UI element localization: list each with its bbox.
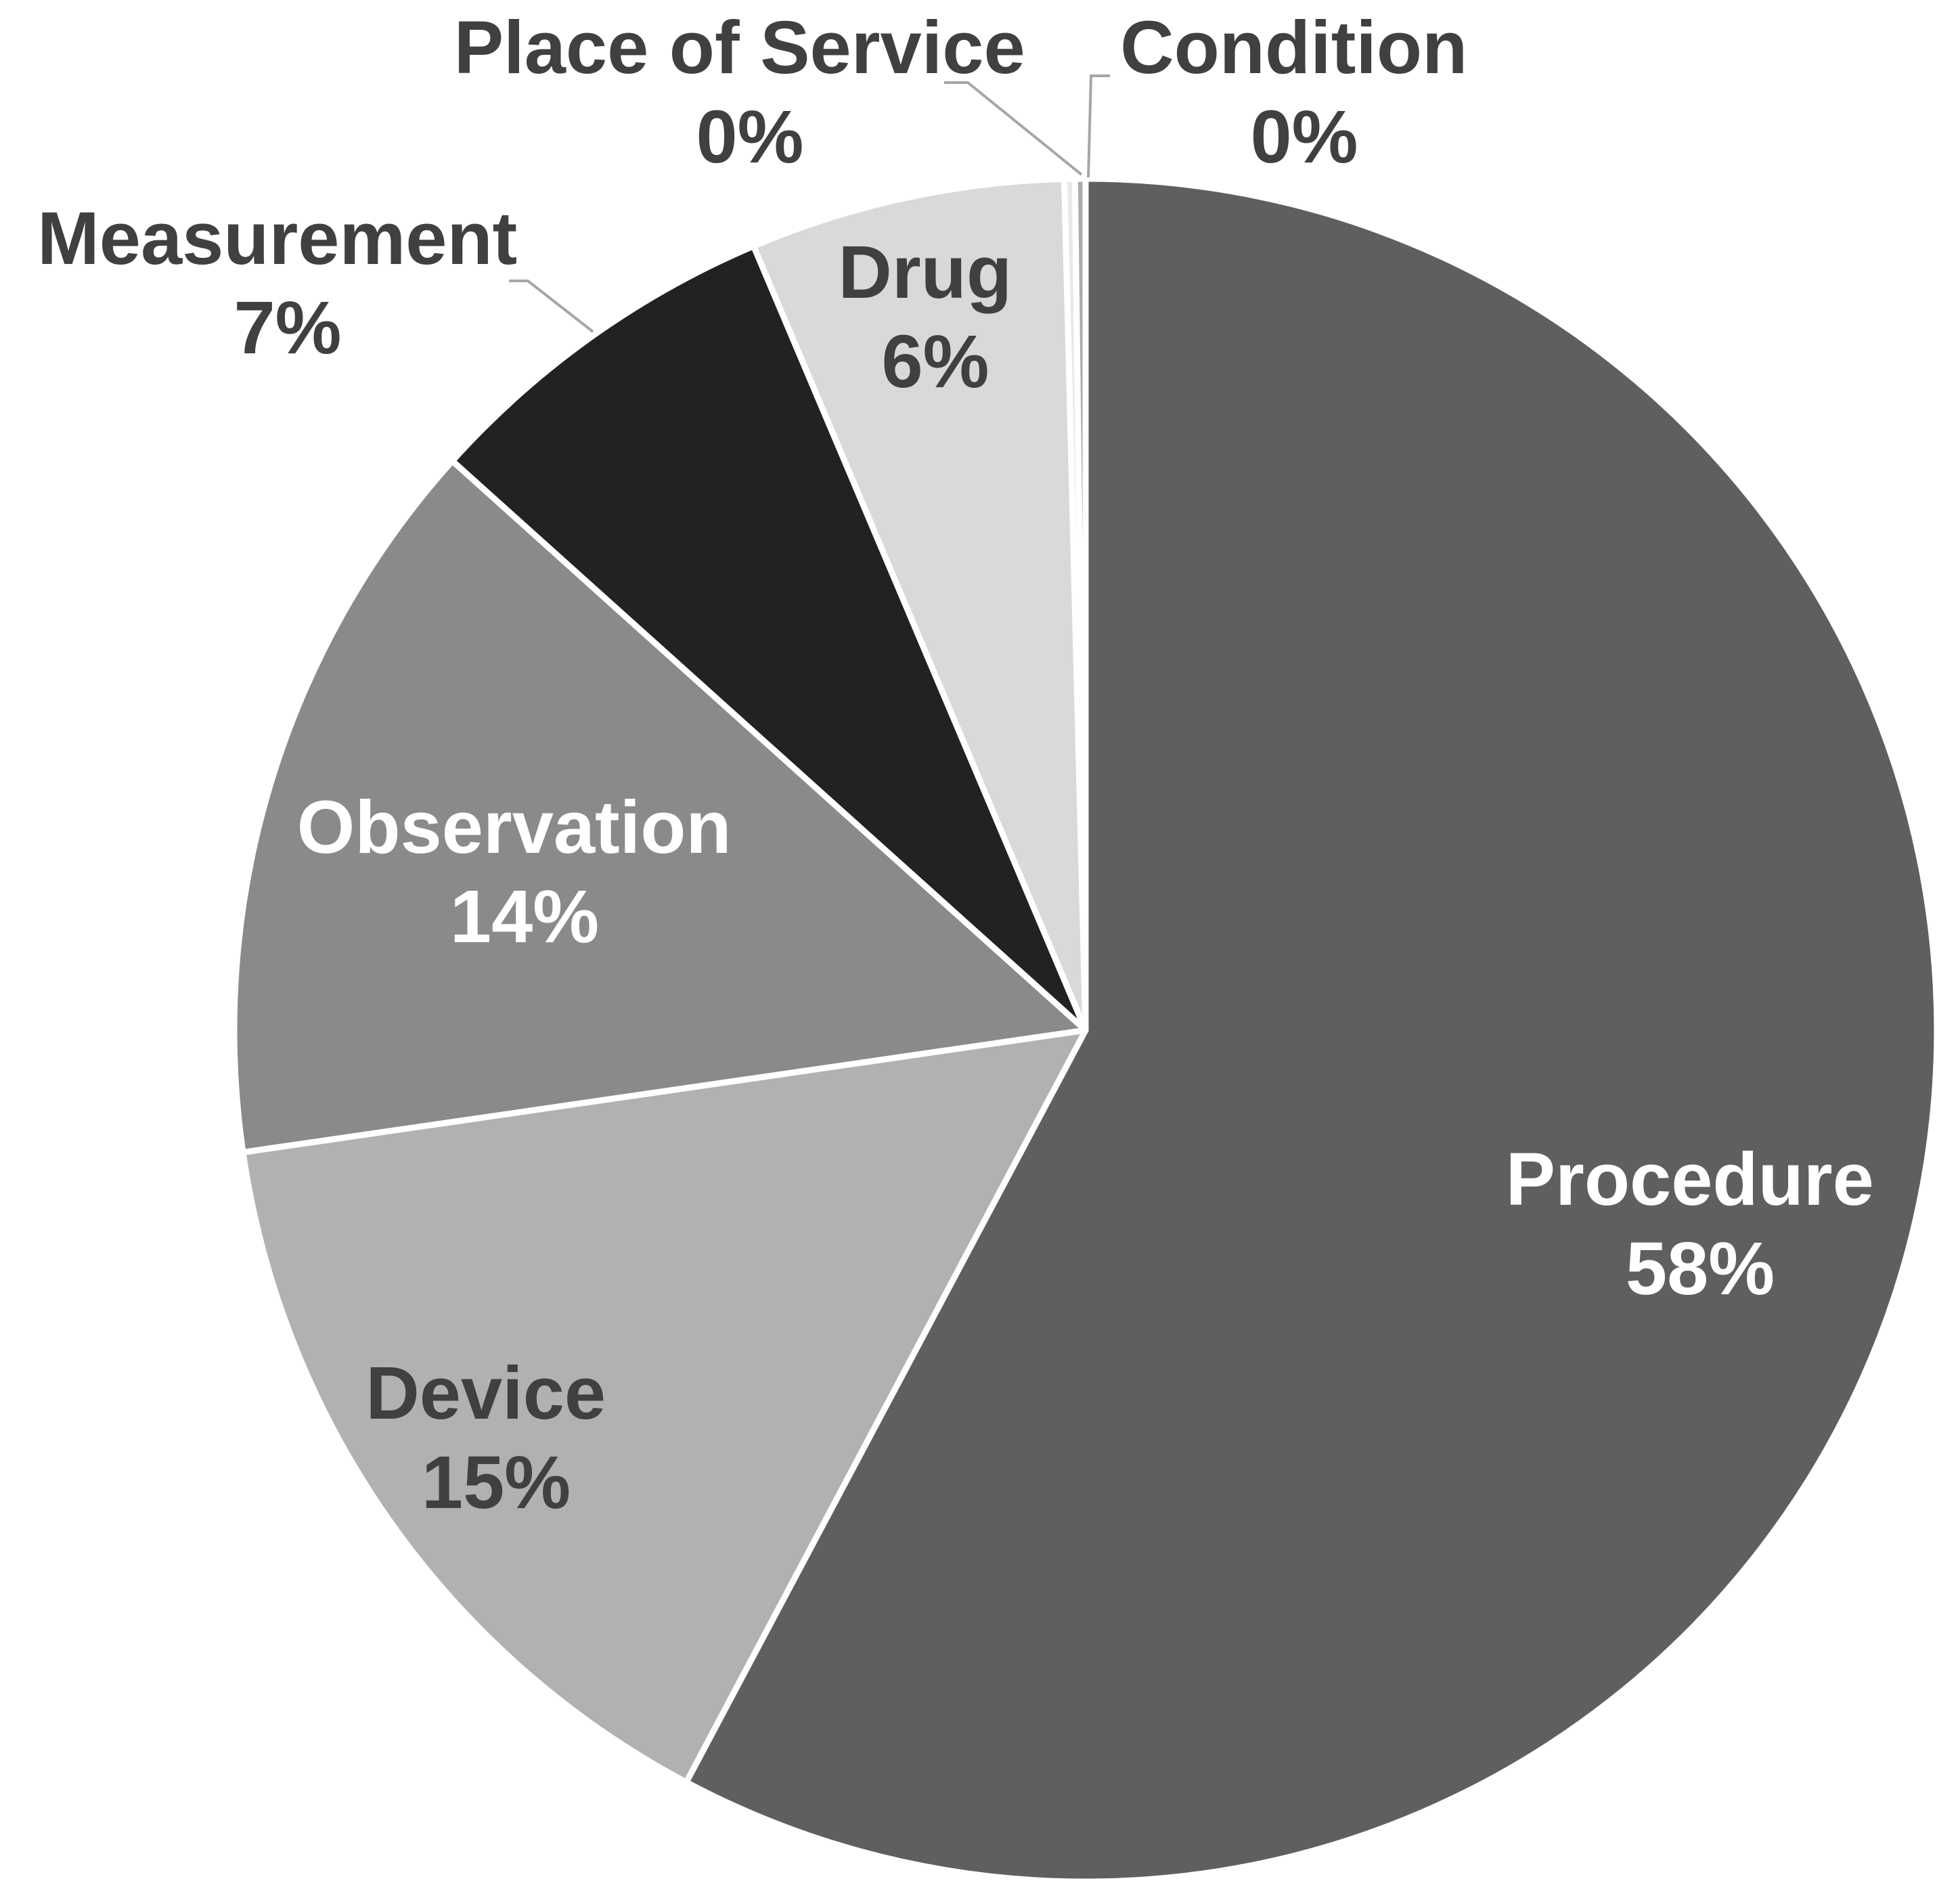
label-place-of-service: Place of Service 0%	[454, 6, 1046, 179]
label-drug-name: Drug	[838, 231, 1012, 314]
pie-slices	[231, 175, 1940, 1885]
slice-device	[240, 1027, 1089, 1786]
slice-procedure	[683, 175, 1940, 1885]
label-place-of-service-name: Place of Service	[454, 6, 1025, 89]
label-observation-value: 14%	[450, 875, 599, 958]
slice-observation	[231, 458, 1089, 1155]
label-drug: Drug 6%	[838, 231, 1032, 403]
slice-labels: Procedure 58% Device 15% Observation 14%…	[37, 6, 1895, 1524]
label-place-of-service-value: 0%	[696, 95, 804, 179]
slice-condition	[1071, 175, 1089, 1034]
leader-lines	[509, 74, 1110, 333]
label-observation: Observation 14%	[297, 786, 752, 958]
label-measurement-name: Measurement	[37, 197, 517, 280]
label-procedure-name: Procedure	[1506, 1138, 1874, 1221]
label-procedure-value: 58%	[1626, 1227, 1775, 1310]
label-device-value: 15%	[422, 1441, 571, 1524]
slice-drug	[751, 175, 1089, 1034]
leader-measurement	[509, 280, 594, 333]
label-condition-name: Condition	[1120, 6, 1467, 89]
label-observation-name: Observation	[297, 786, 732, 869]
label-device-name: Device	[365, 1352, 606, 1435]
leader-place-of-service	[944, 81, 1083, 176]
slice-measurement	[449, 243, 1089, 1034]
label-condition-value: 0%	[1251, 95, 1358, 179]
leader-condition	[1087, 74, 1110, 178]
label-measurement: Measurement 7%	[37, 197, 538, 370]
label-drug-value: 6%	[882, 320, 989, 403]
label-device: Device 15%	[365, 1352, 626, 1524]
label-measurement-value: 7%	[234, 286, 342, 370]
label-condition: Condition 0%	[1120, 6, 1488, 179]
label-procedure: Procedure 58%	[1506, 1138, 1895, 1310]
